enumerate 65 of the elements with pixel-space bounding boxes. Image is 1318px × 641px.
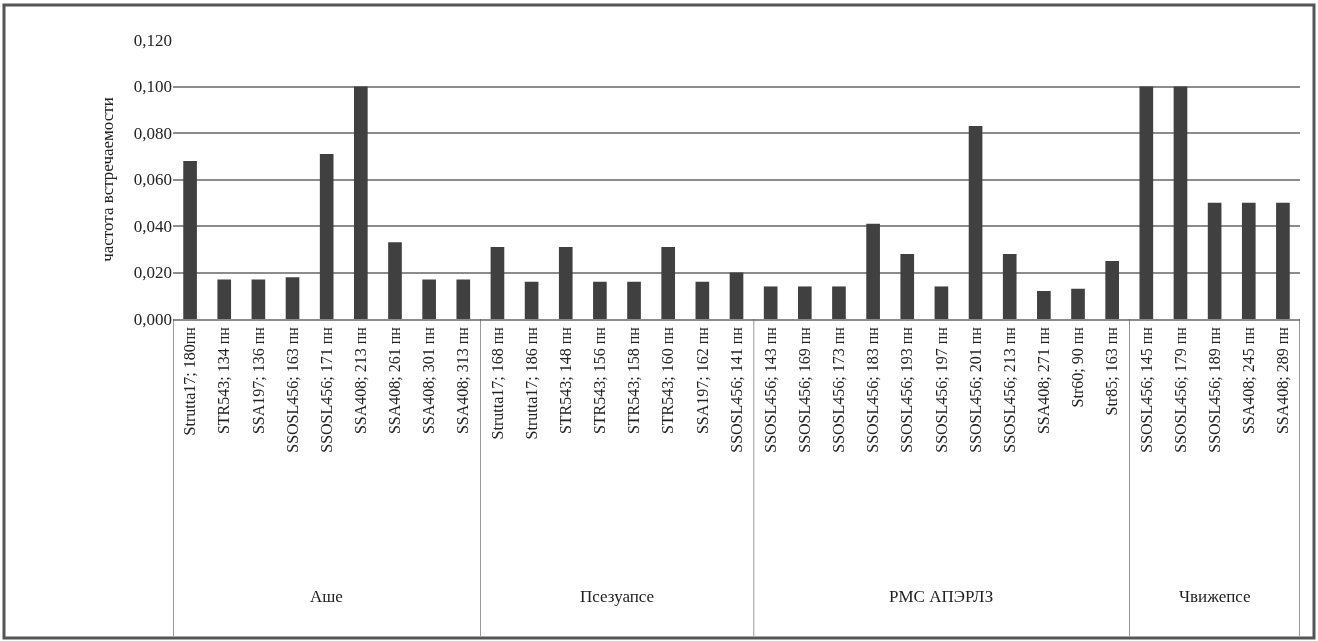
y-tick-label: 0,100 <box>133 77 172 97</box>
x-tick-label: SSOSL456; 141 пн <box>727 326 745 453</box>
x-tick-label: Str60; 90 пн <box>1069 326 1087 408</box>
y-tick-label: 0,000 <box>133 309 172 329</box>
bar <box>934 286 949 319</box>
bar <box>285 277 300 319</box>
bar <box>900 253 915 319</box>
y-tick-label: 0,080 <box>133 123 172 143</box>
x-tick-label: SSOSL456; 169 пн <box>796 326 814 453</box>
x-tick-label: Str85; 163 пн <box>1103 326 1121 416</box>
bar <box>1071 288 1085 319</box>
x-tick-label: Strutta17; 180пн <box>181 326 199 436</box>
x-axis-title: Псезуапсе <box>580 587 655 606</box>
y-tick-label: 0,040 <box>133 216 172 236</box>
x-tick-label: SSA408; 245 пн <box>1239 326 1257 435</box>
bar <box>319 153 334 319</box>
bar <box>866 223 880 319</box>
x-tick-label: SSA408; 289 пн <box>1274 326 1292 435</box>
bar <box>763 286 778 319</box>
bar <box>797 286 812 319</box>
x-tick-label: STR543; 134 пн <box>215 326 233 435</box>
x-axis-title: Чвижепсе <box>1179 587 1251 606</box>
x-tick-label: SSA408; 301 пн <box>420 326 438 435</box>
x-tick-label: SSA408; 271 пн <box>1035 326 1053 435</box>
bar <box>1105 260 1119 319</box>
x-tick-label: SSOSL456; 193 пн <box>898 326 916 453</box>
x-tick-label: STR543; 156 пн <box>591 326 609 435</box>
x-tick-label: SSOSL456; 179 пн <box>1171 326 1189 453</box>
x-tick-label: SSOSL456; 213 пн <box>1000 326 1018 453</box>
x-tick-label: SSA408; 313 пн <box>454 326 472 435</box>
bar <box>968 126 983 319</box>
x-tick-label: Strutta17; 186 пн <box>522 326 540 440</box>
bar <box>1002 253 1017 319</box>
x-tick-label: Strutta17; 168 пн <box>488 326 506 440</box>
x-tick-label: SSOSL456; 189 пн <box>1205 326 1223 453</box>
bar <box>388 242 402 319</box>
y-axis-title: частота встречаемости <box>98 97 118 262</box>
x-tick-label: SSA197; 162 пн <box>693 326 711 435</box>
x-tick-label: STR543; 158 пн <box>625 326 643 435</box>
x-tick-label: SSA197; 136 пн <box>249 326 267 435</box>
y-tick-label: 0,060 <box>133 170 172 190</box>
x-tick-label: SSOSL456; 145 пн <box>1137 326 1155 453</box>
x-tick-label: SSOSL456; 143 пн <box>761 326 779 453</box>
x-tick-label: STR543; 148 пн <box>556 326 574 435</box>
x-tick-label: SSOSL456; 173 пн <box>830 326 848 453</box>
x-axis-title: РМС АПЭРЛЗ <box>889 587 994 606</box>
x-tick-label: SSOSL456; 197 пн <box>932 326 950 453</box>
x-tick-label: STR543; 160 пн <box>659 326 677 435</box>
y-tick-label: 0,120 <box>133 30 172 50</box>
x-tick-label: SSOSL456; 163 пн <box>283 326 301 453</box>
bar <box>251 279 266 319</box>
bar <box>217 279 232 319</box>
x-axis-title: Аше <box>310 587 343 606</box>
x-tick-label: SSOSL456; 183 пн <box>864 326 882 453</box>
x-tick-label: SSOSL456; 201 пн <box>966 326 984 453</box>
bar <box>183 160 197 319</box>
bar <box>354 86 368 319</box>
bar <box>422 279 436 319</box>
bar <box>456 279 471 319</box>
bar <box>832 286 846 319</box>
x-tick-label: SSA408; 213 пн <box>352 326 370 435</box>
x-tick-label: SSA408; 261 пн <box>386 326 404 435</box>
bar <box>1037 291 1051 319</box>
y-tick-label: 0,020 <box>133 263 172 283</box>
x-tick-label: SSOSL456; 171 пн <box>317 326 335 453</box>
